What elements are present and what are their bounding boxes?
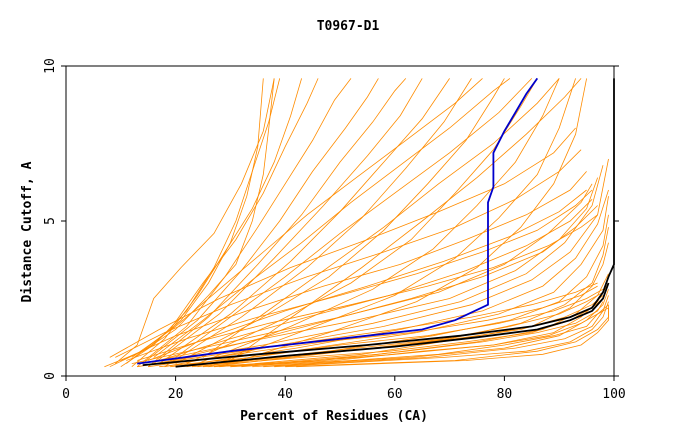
- series-line-4: [115, 78, 275, 364]
- series-line-6: [126, 78, 319, 364]
- series-line-53: [175, 78, 533, 358]
- x-tick-label-60: 60: [387, 387, 403, 402]
- series-line-43: [137, 214, 598, 361]
- series-line-10: [153, 78, 423, 364]
- series-line-16: [208, 78, 576, 368]
- series-line-14: [186, 78, 538, 364]
- series-line-22: [175, 189, 609, 368]
- y-tick-label-0: 0: [43, 372, 58, 380]
- series-line-51: [131, 78, 483, 358]
- series-line-55: [230, 78, 582, 361]
- series-line-49: [159, 199, 593, 361]
- series-layer: [104, 77, 615, 368]
- series-line-33: [296, 307, 609, 368]
- series-line-45: [120, 171, 587, 361]
- series-line-9: [147, 78, 407, 368]
- series-line-23: [186, 196, 609, 368]
- y-axis-ticks: 0 5 10: [43, 58, 619, 380]
- y-axis-label: Distance Cutoff, A: [20, 161, 35, 302]
- series-line-29: [252, 289, 609, 368]
- series-line-58: [175, 282, 610, 368]
- series-line-35: [148, 285, 598, 368]
- series-line-42: [230, 307, 609, 368]
- series-line-56: [137, 77, 539, 365]
- series-line-41: [213, 304, 609, 368]
- series-line-40: [202, 301, 604, 368]
- series-line-19: [142, 177, 598, 364]
- chart-title: T0967-D1: [317, 19, 380, 34]
- series-line-54: [202, 78, 560, 358]
- y-tick-label-5: 5: [43, 217, 58, 225]
- x-tick-label-20: 20: [168, 387, 184, 402]
- series-line-8: [142, 78, 379, 364]
- series-line-57: [142, 78, 615, 366]
- series-line-36: [159, 288, 604, 368]
- series-line-21: [164, 158, 609, 368]
- series-line-5: [131, 78, 302, 368]
- x-tick-label-100: 100: [602, 387, 625, 402]
- series-line-2: [109, 78, 264, 368]
- series-line-52: [153, 78, 511, 358]
- series-line-13: [175, 78, 505, 364]
- x-tick-label-80: 80: [497, 387, 513, 402]
- series-line-7: [136, 78, 352, 368]
- series-line-50: [170, 205, 598, 361]
- series-line-47: [109, 127, 576, 358]
- x-axis-ticks: 0 20 40 60 80 100: [62, 376, 626, 402]
- series-line-3: [120, 78, 281, 368]
- plot-area: [104, 77, 615, 368]
- x-axis-label: Percent of Residues (CA): [240, 409, 428, 424]
- series-line-31: [274, 301, 609, 368]
- series-line-17: [219, 78, 587, 368]
- y-tick-label-10: 10: [43, 58, 58, 74]
- series-line-18: [131, 183, 593, 364]
- x-tick-label-40: 40: [277, 387, 293, 402]
- series-line-12: [164, 78, 472, 368]
- series-line-24: [197, 214, 609, 368]
- series-line-20: [153, 165, 604, 364]
- x-tick-label-0: 0: [62, 387, 70, 402]
- series-line-38: [181, 295, 604, 368]
- series-line-34: [137, 282, 598, 368]
- series-line-46: [115, 149, 582, 358]
- series-line-48: [148, 189, 587, 361]
